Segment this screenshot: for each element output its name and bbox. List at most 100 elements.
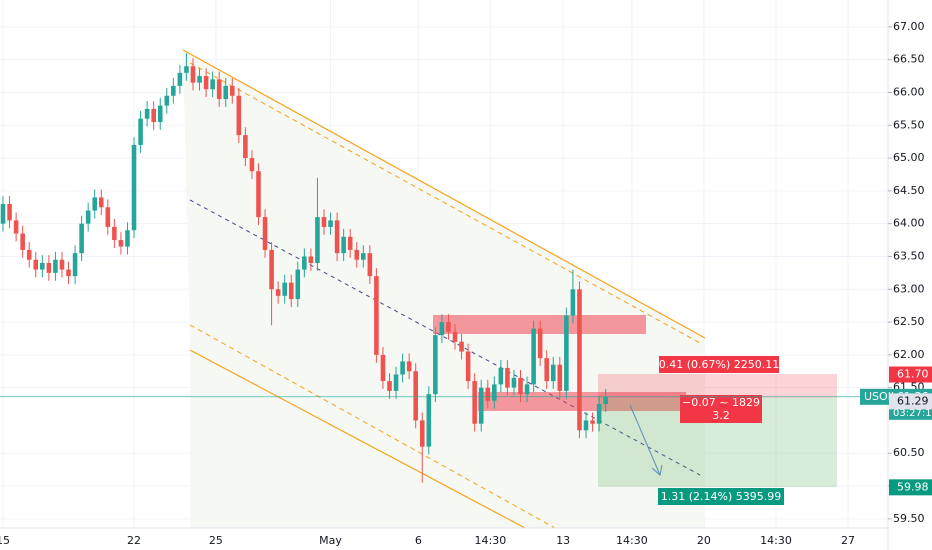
x-tick-label: 15 <box>0 534 10 547</box>
channel-upper-dashed <box>189 62 701 344</box>
arrow-head <box>651 464 663 476</box>
candle-body <box>518 377 523 395</box>
x-tick-label: 6 <box>415 534 422 547</box>
candle-body <box>40 263 45 270</box>
candle-body <box>275 289 281 296</box>
y-tick-label: 67.00 <box>893 20 925 33</box>
candle-body <box>98 197 104 208</box>
candle-body <box>413 371 418 421</box>
annotation-box <box>659 356 779 373</box>
candle-body <box>282 282 287 296</box>
candle-body <box>85 210 91 224</box>
candle-body <box>262 217 268 250</box>
candle-body <box>203 76 209 90</box>
candle-body <box>459 341 464 352</box>
annotation-box <box>658 488 784 505</box>
candle-body <box>524 384 530 395</box>
candle-body <box>498 367 504 385</box>
candle-body <box>66 269 71 277</box>
candle-body <box>465 351 471 382</box>
x-tick-label: 14:30 <box>616 534 648 547</box>
price-box <box>889 366 932 383</box>
candle-body <box>308 256 314 264</box>
candle-body <box>229 85 235 96</box>
channel-lower-dashed <box>189 324 556 529</box>
candle-body <box>157 105 163 122</box>
candle-body <box>544 358 550 382</box>
candle-body <box>112 226 117 241</box>
candle-body <box>426 394 432 447</box>
candle-body <box>452 331 458 342</box>
price-label: 59.98 <box>897 480 929 493</box>
y-tick-label: 66.50 <box>893 53 925 66</box>
x-tick-label: 13 <box>556 534 570 547</box>
y-tick-label: 64.50 <box>893 184 925 197</box>
candle-body <box>92 197 98 211</box>
y-tick-label: 65.00 <box>893 151 925 164</box>
annotation: 3.2 <box>712 409 730 422</box>
x-tick-label: 27 <box>841 534 855 547</box>
y-tick-label: 62.00 <box>893 348 925 361</box>
candle-body <box>315 217 320 264</box>
annotation: −0.07 ~ 1829 <box>682 396 760 409</box>
candle-body <box>249 158 255 172</box>
candle-body <box>557 364 563 391</box>
candle-body <box>550 364 556 382</box>
candle-body <box>46 263 52 273</box>
candle-body <box>151 108 156 122</box>
candle-body <box>577 289 582 431</box>
price-label: 61.29 <box>897 394 929 407</box>
candle-body <box>26 249 32 260</box>
candle-body <box>302 256 307 270</box>
candle-body <box>511 377 517 388</box>
candle-body <box>387 381 392 391</box>
price-box <box>889 393 932 410</box>
candle-body <box>492 384 497 401</box>
candle-body <box>33 259 39 270</box>
candle-body <box>380 354 386 382</box>
candle-body <box>446 322 451 332</box>
candle-body <box>138 118 143 145</box>
candle-body <box>341 236 346 254</box>
candle-body <box>374 276 379 355</box>
candle-body <box>79 223 84 254</box>
candle-body <box>164 95 170 106</box>
y-tick-label: 66.00 <box>893 85 925 98</box>
candle-body <box>406 361 412 372</box>
channel-upper <box>182 49 706 339</box>
drawings <box>182 49 837 529</box>
channel-mid <box>189 199 701 476</box>
candle-body <box>295 269 301 300</box>
x-tick-label: 14:30 <box>475 534 507 547</box>
candle-body <box>334 220 340 254</box>
candle-body <box>105 207 111 227</box>
candle-body <box>596 404 602 424</box>
x-tick-label: 25 <box>209 534 223 547</box>
annotations: 0.41 (0.67%) 2250.11 −0.07 ~ 1829 3.2 1.… <box>658 356 784 505</box>
candle-body <box>125 230 130 247</box>
x-tick-label: 20 <box>697 534 711 547</box>
candle-body <box>603 396 608 405</box>
candle-body <box>400 361 405 375</box>
candle-body <box>361 253 366 260</box>
x-tick-label: 22 <box>127 534 141 547</box>
y-tick-label: 63.50 <box>893 249 925 262</box>
candle-body <box>328 220 333 227</box>
candle-body <box>223 85 229 100</box>
candle-body <box>269 249 274 290</box>
zone <box>433 315 646 334</box>
y-tick-label: 64.00 <box>893 217 925 230</box>
candle-body <box>177 72 183 86</box>
candle-body <box>564 315 569 391</box>
price-box <box>889 479 932 496</box>
arrow <box>629 404 661 476</box>
candle-body <box>118 240 124 247</box>
candle-body <box>131 144 137 231</box>
candle-body <box>439 322 445 336</box>
candle-body <box>354 249 360 260</box>
candle-body <box>13 220 19 234</box>
candle-body <box>505 367 510 388</box>
candle-body <box>171 85 176 96</box>
candle-body <box>72 253 78 277</box>
